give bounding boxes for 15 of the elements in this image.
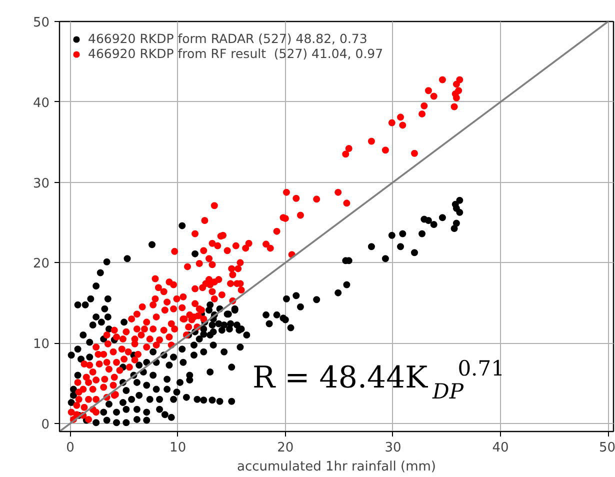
x-tick-label: 0	[66, 440, 74, 456]
x-tick-label: 20	[277, 440, 294, 456]
y-tick-label: 10	[32, 337, 50, 352]
y-tick-label: 40	[32, 96, 50, 111]
x-tick-label: 10	[170, 440, 186, 456]
x-tick-label: 40	[492, 440, 509, 456]
y-tick-label: 50	[32, 16, 50, 30]
y-tick-label: 0	[41, 417, 50, 432]
legend-label: 466920 RKDP form RADAR (527) 48.82, 0.73	[88, 31, 368, 46]
legend-label: 466920 RKDP from RF result (527) 41.04, 0.97	[88, 46, 384, 61]
x-axis-title: accumulated 1hr rainfall (mm)	[237, 460, 436, 474]
x-tick-label: 50	[598, 440, 615, 456]
y-tick-label: 20	[32, 256, 50, 272]
y-tick-label: 30	[32, 176, 50, 192]
x-tick-label: 30	[384, 440, 402, 456]
